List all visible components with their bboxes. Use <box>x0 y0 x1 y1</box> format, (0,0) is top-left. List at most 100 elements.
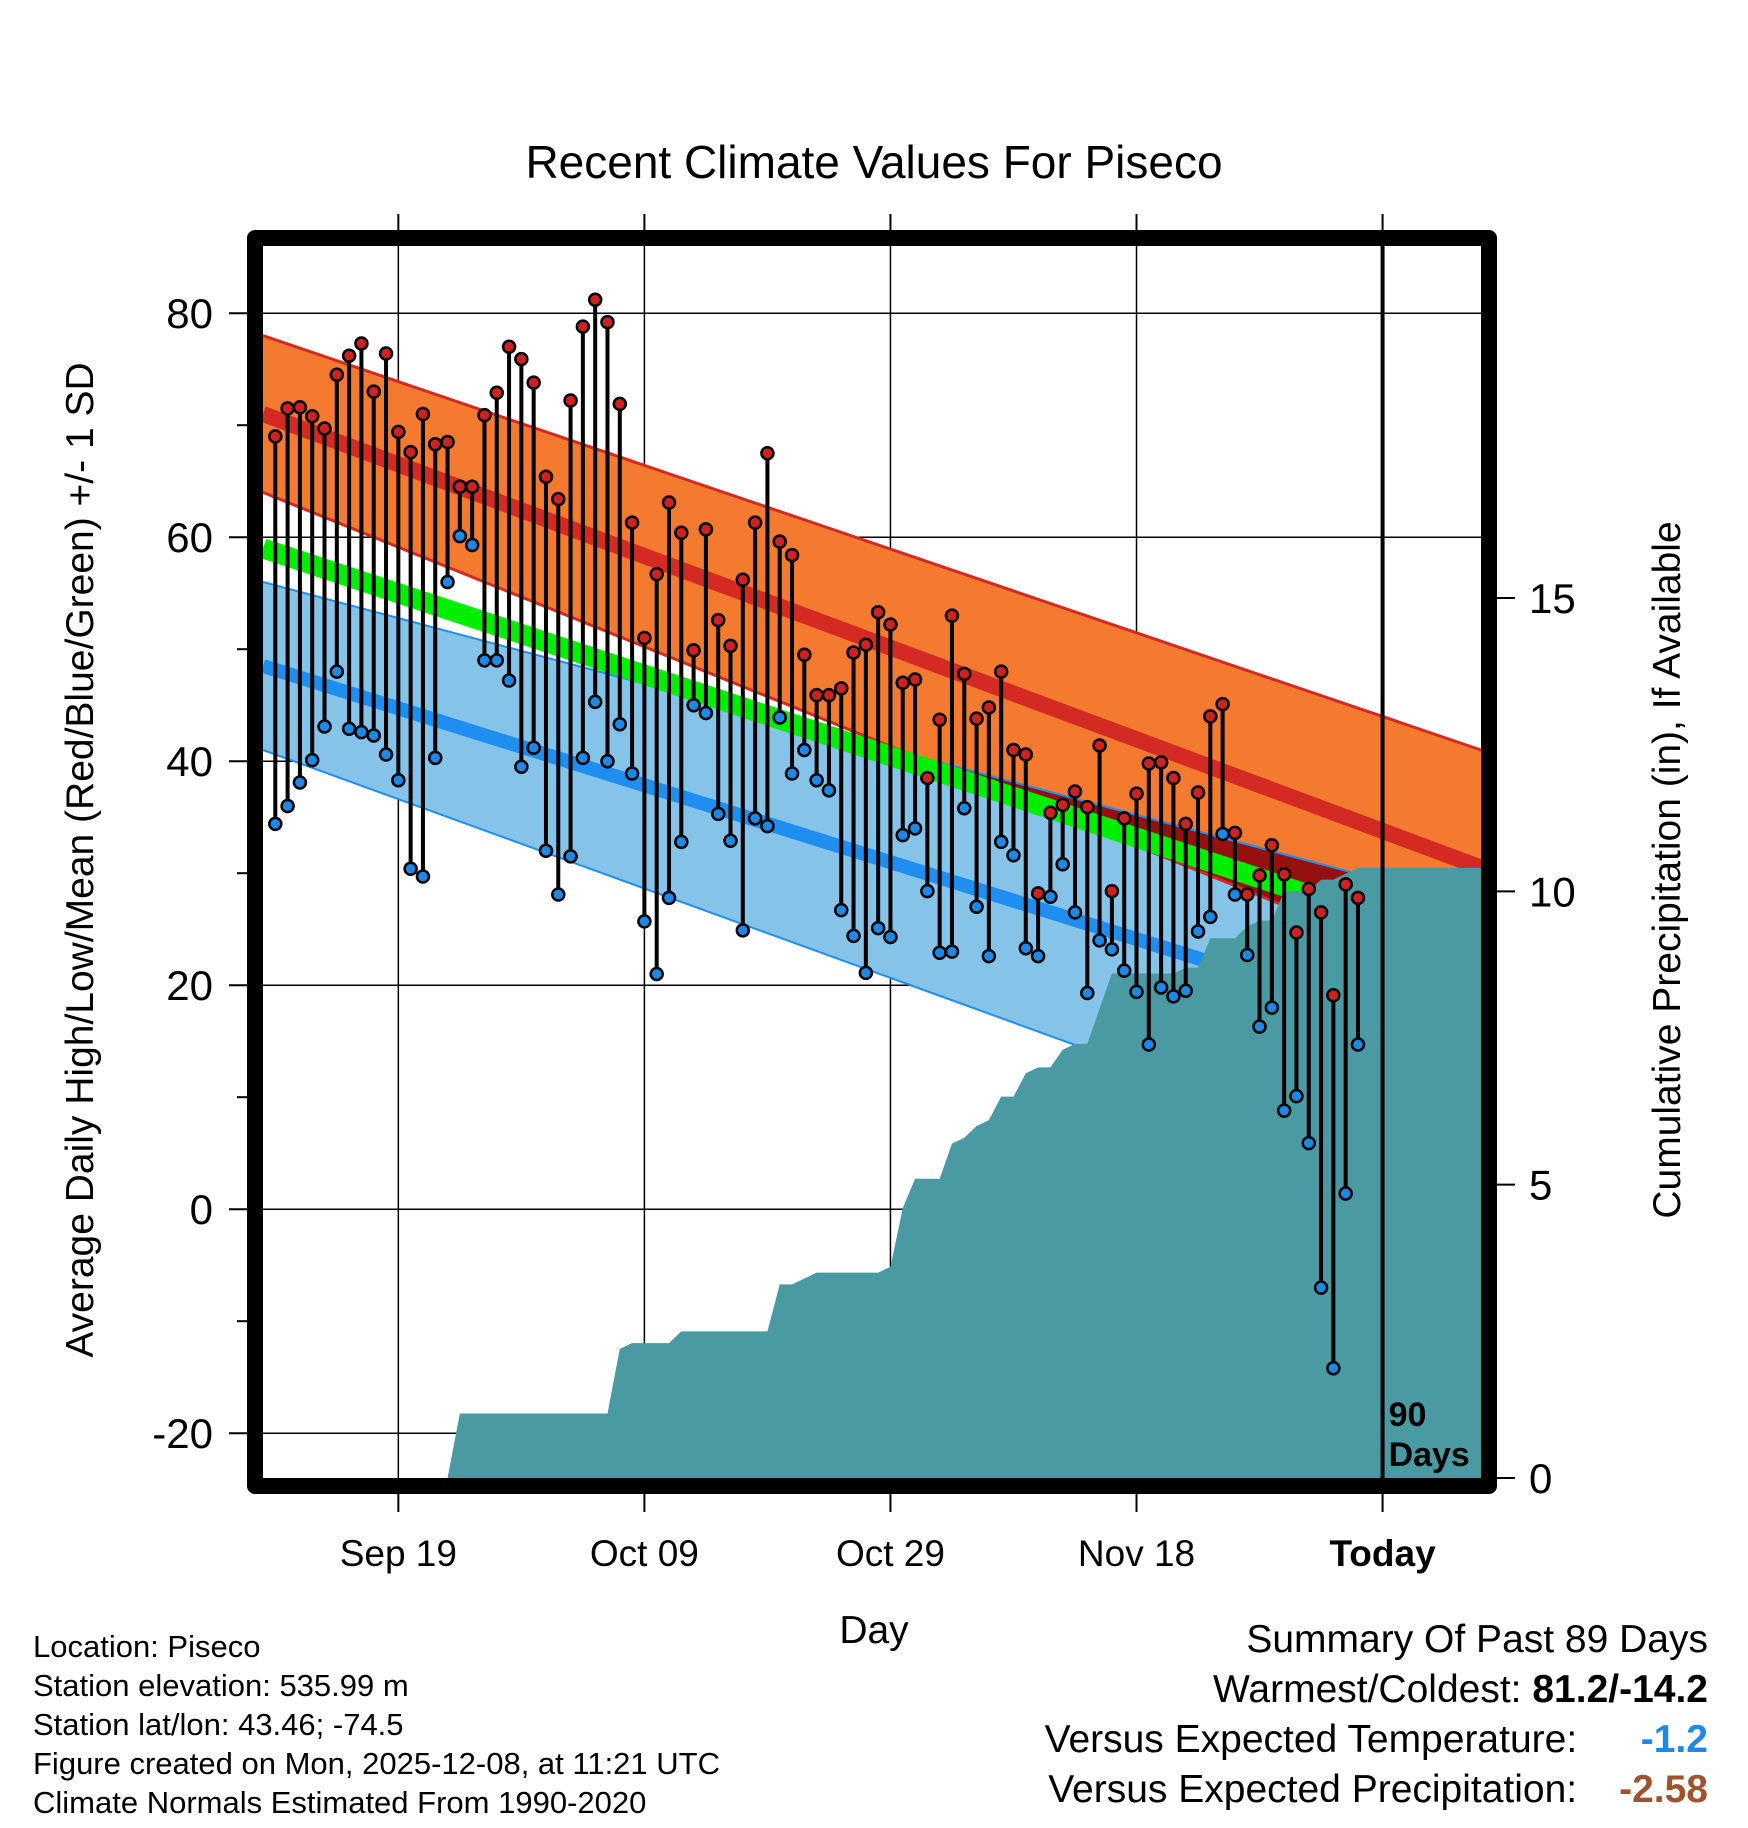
high-point <box>944 608 960 623</box>
high-point <box>489 385 505 400</box>
low-point <box>587 694 603 710</box>
low-point <box>760 818 775 834</box>
x-tick-label: Oct 09 <box>590 1533 699 1574</box>
high-point <box>932 712 947 728</box>
low-point <box>895 827 911 843</box>
low-point <box>833 902 849 918</box>
high-point <box>563 393 578 408</box>
high-point <box>477 407 492 423</box>
high-point <box>1043 805 1058 820</box>
low-point <box>797 742 812 758</box>
high-point <box>440 434 455 450</box>
high-point <box>723 638 738 654</box>
low-point <box>661 890 677 906</box>
daily-points <box>268 292 1366 1376</box>
high-lower-line <box>262 491 1482 987</box>
high-point <box>1129 786 1144 801</box>
low-point <box>354 724 369 740</box>
high-point <box>501 339 517 355</box>
low-point <box>1276 1103 1292 1118</box>
low-point <box>1129 984 1144 1000</box>
high-point <box>624 515 640 530</box>
low-point <box>1141 1037 1157 1052</box>
precip-area <box>263 867 1481 1478</box>
high-point <box>1190 785 1206 800</box>
low-point <box>1326 1360 1341 1376</box>
low-point <box>477 653 492 668</box>
low-point <box>907 821 923 836</box>
y-tick-label: 0 <box>190 1186 213 1233</box>
high-point <box>427 436 443 452</box>
low-point <box>280 798 295 814</box>
high-point <box>1166 770 1181 786</box>
low-point <box>1301 1135 1317 1151</box>
high-point <box>304 408 320 424</box>
high-point <box>1326 988 1341 1003</box>
low-point <box>1006 848 1021 863</box>
high-point <box>1018 747 1034 762</box>
y2-tick-label: 0 <box>1529 1455 1552 1502</box>
high-point <box>686 643 701 658</box>
summary-title: Summary Of Past 89 Days <box>1246 1618 1708 1661</box>
high-point <box>551 491 566 507</box>
low-point <box>1190 924 1206 939</box>
high-point <box>760 445 775 461</box>
high-point <box>378 346 394 361</box>
high-point <box>403 444 418 460</box>
high-upper-line <box>262 334 1482 752</box>
today-days-label: 90 <box>1389 1396 1427 1434</box>
low-point <box>452 528 468 544</box>
temp-label: Versus Expected Temperature: <box>1044 1718 1578 1761</box>
high-point <box>1276 867 1292 882</box>
high-point <box>1067 784 1083 799</box>
high-point <box>1092 738 1107 753</box>
high-point <box>698 522 714 537</box>
high-point <box>747 515 763 530</box>
precip-value: -2.58 <box>1619 1768 1708 1811</box>
high-point <box>674 525 689 540</box>
high-point <box>637 630 652 646</box>
high-point <box>957 666 972 682</box>
high-point <box>858 637 874 652</box>
low-point <box>268 816 283 832</box>
low-point <box>698 705 714 721</box>
low-point <box>391 772 406 788</box>
y-tick-label: 80 <box>166 290 213 337</box>
high-point <box>1030 886 1046 901</box>
low-point <box>1338 1186 1353 1201</box>
low-point <box>624 766 640 781</box>
high-point <box>1080 799 1095 815</box>
high-point <box>710 612 726 628</box>
low-point <box>723 833 738 848</box>
high-point <box>969 711 984 726</box>
low-point <box>514 759 529 775</box>
x-tick-label: Oct 29 <box>836 1533 945 1574</box>
low-point <box>1030 948 1046 964</box>
low-point <box>993 834 1009 850</box>
low-point <box>415 869 431 884</box>
low-point <box>440 574 455 590</box>
high-sd-band <box>263 335 1481 986</box>
low-point <box>341 721 357 736</box>
y-axis-label: Average Daily High/Low/Mean (Red/Blue/Gr… <box>59 362 102 1357</box>
low-point <box>501 673 517 688</box>
low-point <box>932 945 947 960</box>
low-point <box>1178 983 1193 999</box>
x-tick-label: Nov 18 <box>1078 1533 1195 1574</box>
high-point <box>1141 756 1157 771</box>
latlon-text: Station lat/lon: 43.46; -74.5 <box>33 1707 404 1742</box>
low-point <box>1227 887 1243 902</box>
low-point <box>464 537 480 553</box>
low-point <box>1313 1280 1329 1295</box>
low-point <box>858 965 874 981</box>
high-point <box>1313 905 1329 920</box>
high-point <box>1350 890 1366 906</box>
high-point <box>575 319 591 334</box>
x-axis-label: Day <box>839 1609 909 1652</box>
high-point <box>1252 868 1267 883</box>
y2-tick-label: 5 <box>1529 1162 1552 1209</box>
high-point <box>280 401 295 416</box>
low-point <box>1116 963 1132 978</box>
high-point <box>391 424 406 440</box>
x-tick-label: Today <box>1329 1533 1436 1574</box>
